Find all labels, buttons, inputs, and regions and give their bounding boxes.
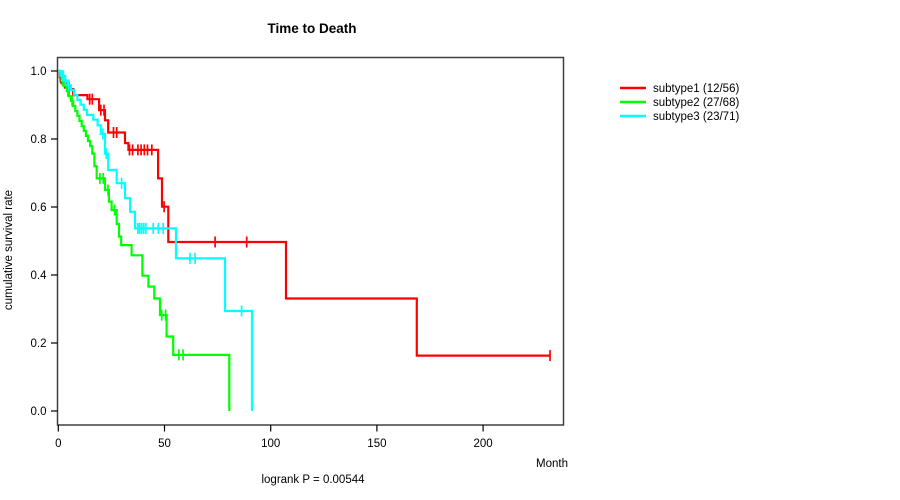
series-subtype2: [58, 69, 231, 411]
censor-marks-subtype2: [61, 75, 184, 361]
x-tick-label: 150: [367, 438, 386, 450]
y-tick-label: 0.4: [31, 270, 48, 282]
legend-item-subtype3: subtype3 (23/71): [620, 111, 739, 123]
series-subtype1: [58, 69, 551, 362]
survival-curve-subtype3: [58, 69, 254, 411]
censor-marks-subtype3: [61, 70, 243, 317]
y-tick-label: 0.2: [31, 338, 47, 350]
x-axis-ticks: 0 50 100 150 200: [55, 425, 493, 450]
x-tick-label: 100: [261, 438, 280, 450]
x-tick-label: 50: [158, 438, 171, 450]
y-axis-ticks: 0.0 0.2 0.4 0.6 0.8 1.0: [31, 66, 58, 418]
survival-curve-subtype2: [58, 69, 231, 411]
x-tick-label: 0: [55, 438, 61, 450]
y-axis-title: cumulative survival rate: [3, 190, 15, 310]
plot-dynamic-layer: 0 50 100 150 200 0.0 0.2 0.4 0.6 0.8 1.0 subtype1 (…: [31, 66, 740, 450]
x-axis-title: Month: [536, 458, 568, 470]
logrank-annotation: logrank P = 0.00544: [261, 474, 365, 486]
legend-item-subtype1: subtype1 (12/56): [620, 83, 739, 95]
y-tick-label: 0.0: [31, 406, 47, 418]
chart-title: Time to Death: [267, 21, 356, 36]
y-tick-label: 0.8: [31, 134, 47, 146]
series-subtype3: [58, 69, 254, 411]
censor-marks-subtype1: [59, 71, 551, 362]
legend-label-subtype2: subtype2 (27/68): [653, 97, 739, 109]
x-tick-label: 200: [474, 438, 493, 450]
y-tick-label: 1.0: [31, 66, 47, 78]
survival-curve-subtype1: [58, 69, 550, 357]
y-tick-label: 0.6: [31, 202, 47, 214]
legend-label-subtype3: subtype3 (23/71): [653, 111, 739, 123]
plot-area-border: [56, 56, 565, 426]
legend-label-subtype1: subtype1 (12/56): [653, 83, 739, 95]
legend: subtype1 (12/56) subtype2 (27/68) subtype3…: [620, 83, 739, 123]
legend-item-subtype2: subtype2 (27/68): [620, 97, 739, 109]
